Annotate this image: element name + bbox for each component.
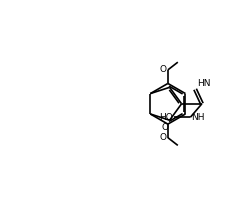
Text: NH: NH xyxy=(191,113,205,122)
Text: O: O xyxy=(160,133,167,142)
Text: O: O xyxy=(160,65,167,74)
Text: O: O xyxy=(162,123,169,131)
Text: HO: HO xyxy=(159,113,173,122)
Text: HN: HN xyxy=(197,79,211,88)
